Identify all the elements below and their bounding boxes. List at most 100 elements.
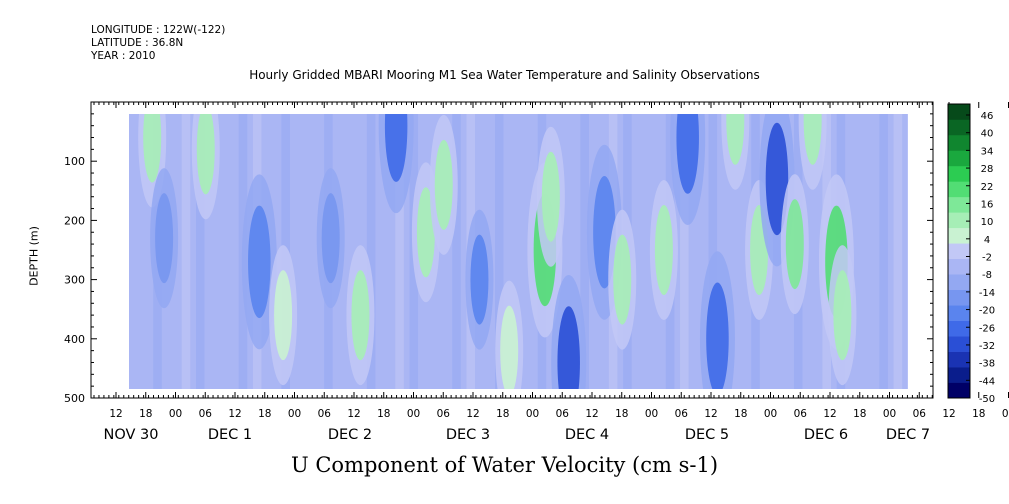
heatmap-streak (224, 114, 233, 389)
latitude-label: LATITUDE : 36.8N (91, 37, 184, 49)
x-day-label: DEC 5 (685, 427, 729, 443)
y-tick-label: 400 (64, 333, 85, 346)
x-hour-label: 12 (704, 408, 717, 420)
heatmap-blob (416, 187, 435, 278)
colorbar-label: -14 (979, 288, 995, 299)
colorbar-label: -20 (979, 306, 995, 317)
colorbar-segment (948, 336, 970, 352)
heatmap-blob (434, 139, 453, 230)
x-hour-label: 00 (1002, 408, 1009, 420)
x-hour-label: 12 (585, 408, 598, 420)
heatmap-blob-halo (93, 103, 128, 278)
colorbar-label: -44 (979, 376, 995, 387)
colorbar-segment (948, 320, 970, 337)
x-hour-label: 12 (109, 408, 122, 420)
heatmap-blob (726, 114, 745, 165)
colorbar-label: 16 (981, 199, 994, 210)
colorbar-label: -32 (979, 341, 995, 352)
colorbar-label: -8 (982, 270, 992, 281)
heatmap-blob (676, 114, 699, 194)
heatmap-blob (155, 193, 174, 284)
heatmap-streak (637, 114, 646, 389)
x-hour-label: 00 (526, 408, 539, 420)
x-axis-label: U Component of Water Velocity (cm s-1) (290, 453, 719, 477)
x-hour-label: 06 (675, 408, 689, 420)
heatmap-blob (557, 306, 580, 389)
colorbar-segment (948, 367, 970, 383)
colorbar-segment (948, 119, 970, 136)
colorbar-segment (948, 134, 970, 151)
x-hour-label: 06 (556, 408, 570, 420)
heatmap-streak (808, 114, 817, 389)
y-axis: 100 200 300 400 500 (64, 101, 933, 405)
heatmap-field (55, 50, 908, 389)
y-tick-label: 200 (64, 214, 85, 227)
x-hour-label: 18 (734, 408, 747, 420)
x-hour-label: 18 (377, 408, 390, 420)
heatmap-streak (366, 114, 376, 389)
x-hour-label: 18 (972, 408, 985, 420)
x-day-label: DEC 7 (886, 427, 930, 443)
heatmap-streak (452, 114, 461, 389)
heatmap-streak (722, 114, 732, 389)
longitude-label: LONGITUDE : 122W(-122) (91, 24, 226, 36)
colorbar-segment (948, 258, 970, 275)
heatmap-streak (708, 114, 718, 389)
colorbar-segment (948, 104, 970, 120)
heatmap-blob (384, 114, 408, 182)
colorbar-segment (948, 274, 970, 290)
x-hour-label: 12 (823, 408, 836, 420)
x-hour-label: 18 (258, 408, 271, 420)
heatmap-blob (785, 199, 804, 290)
heatmap-streak (195, 114, 205, 389)
x-day-label: NOV 30 (104, 427, 159, 443)
heatmap-streak (737, 114, 746, 389)
x-hour-label: 00 (288, 408, 301, 420)
colorbar-label: 22 (981, 182, 994, 193)
heatmap-streak (509, 114, 518, 389)
heatmap-streak (129, 114, 134, 389)
colorbar-label: 34 (981, 146, 994, 157)
x-hour-label: 06 (199, 408, 213, 420)
heatmap-streak (580, 114, 589, 389)
colorbar-label: -2 (982, 253, 992, 264)
heatmap-streak (865, 114, 874, 389)
heatmap-streak (494, 114, 504, 389)
colorbar-label: -38 (979, 359, 995, 370)
colorbar-label: 40 (981, 129, 994, 140)
colorbar-label: -50 (979, 394, 995, 405)
heatmap-streak (210, 114, 219, 389)
x-hour-label: 18 (615, 408, 628, 420)
heatmap-streak (381, 114, 390, 389)
heatmap-streak (893, 114, 903, 389)
colorbar-frame (947, 103, 971, 399)
heatmap-streak (680, 114, 689, 389)
heatmap-streak (181, 114, 191, 389)
heatmap-blob (470, 234, 489, 325)
colorbar-segment (948, 196, 970, 213)
heatmap-streak (879, 114, 888, 389)
x-hour-label: 06 (794, 408, 808, 420)
heatmap-blob (833, 270, 852, 361)
heatmap-streak (295, 114, 305, 389)
colorbar-segment (948, 351, 970, 368)
heatmap-streak (139, 114, 148, 389)
heatmap-blob-halo (55, 50, 83, 190)
y-tick-label: 100 (64, 155, 85, 168)
colorbar-label: 10 (981, 217, 994, 228)
colorbar-label: 4 (984, 235, 990, 246)
colorbar-segment (948, 382, 970, 399)
colorbar-segment (948, 305, 970, 321)
heatmap-blob (541, 151, 560, 242)
heatmap-streak (850, 114, 860, 389)
x-hour-label: 00 (645, 408, 658, 420)
colorbar-segment (948, 289, 970, 306)
chart-title: Hourly Gridded MBARI Mooring M1 Sea Wate… (249, 68, 760, 82)
x-axis: 12 18 00 06 12 18 00 06 12 18 00 06 12 18 00 06 12 18 00 06… (93, 102, 1009, 443)
x-hour-label: 18 (496, 408, 509, 420)
x-hour-label: 18 (853, 408, 866, 420)
colorbar-segment (948, 165, 970, 182)
x-hour-label: 00 (169, 408, 182, 420)
x-day-label: DEC 6 (804, 427, 848, 443)
